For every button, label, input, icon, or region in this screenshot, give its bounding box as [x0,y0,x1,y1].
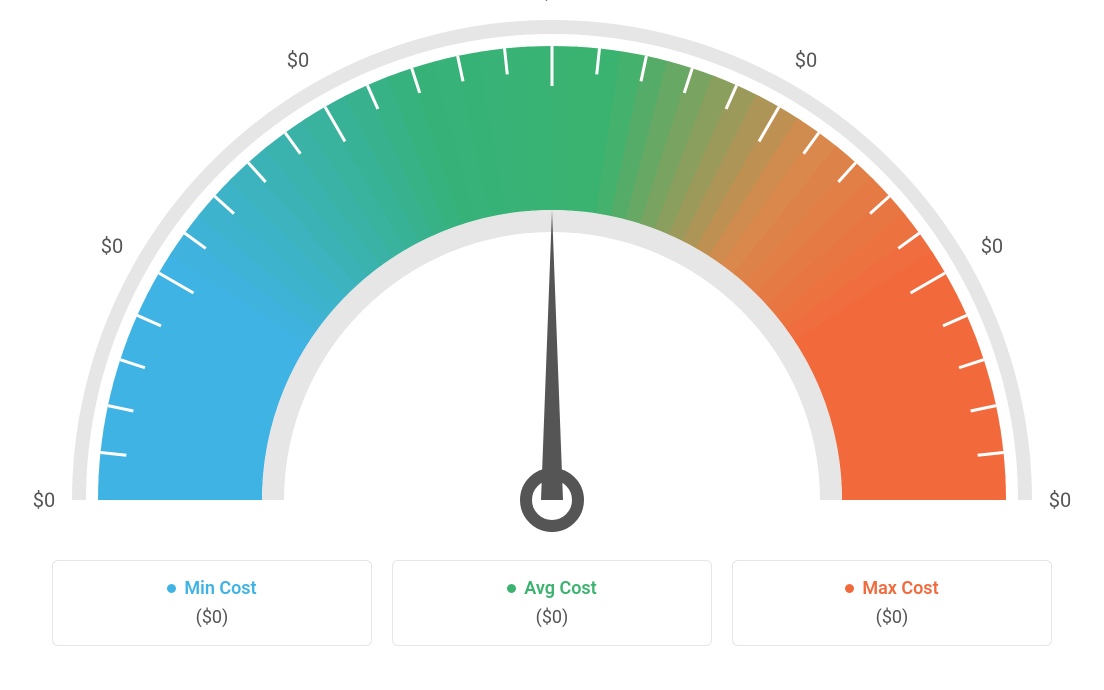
gauge-tick-label: $0 [541,0,563,4]
legend-label-min: Min Cost [167,578,256,599]
gauge-tick-label: $0 [981,234,1003,258]
gauge-tick-label: $0 [287,48,309,72]
legend-value-min: ($0) [196,607,229,628]
legend-text: Max Cost [862,578,938,599]
dot-icon [507,584,516,593]
legend-text: Avg Cost [524,578,596,599]
dot-icon [167,584,176,593]
gauge-tick-label: $0 [33,488,55,512]
gauge-chart: $0 $0 $0 $0 $0 $0 $0 [0,0,1104,560]
dot-icon [845,584,854,593]
legend-card-max: Max Cost ($0) [732,560,1052,646]
gauge-tick-label: $0 [1049,488,1071,512]
gauge-svg [0,0,1104,560]
legend-row: Min Cost ($0) Avg Cost ($0) Max Cost ($0… [0,560,1104,646]
legend-text: Min Cost [184,578,256,599]
legend-label-max: Max Cost [845,578,938,599]
legend-label-avg: Avg Cost [507,578,596,599]
gauge-tick-label: $0 [795,48,817,72]
legend-card-min: Min Cost ($0) [52,560,372,646]
legend-value-max: ($0) [876,607,909,628]
legend-value-avg: ($0) [536,607,569,628]
gauge-tick-label: $0 [101,234,123,258]
legend-card-avg: Avg Cost ($0) [392,560,712,646]
